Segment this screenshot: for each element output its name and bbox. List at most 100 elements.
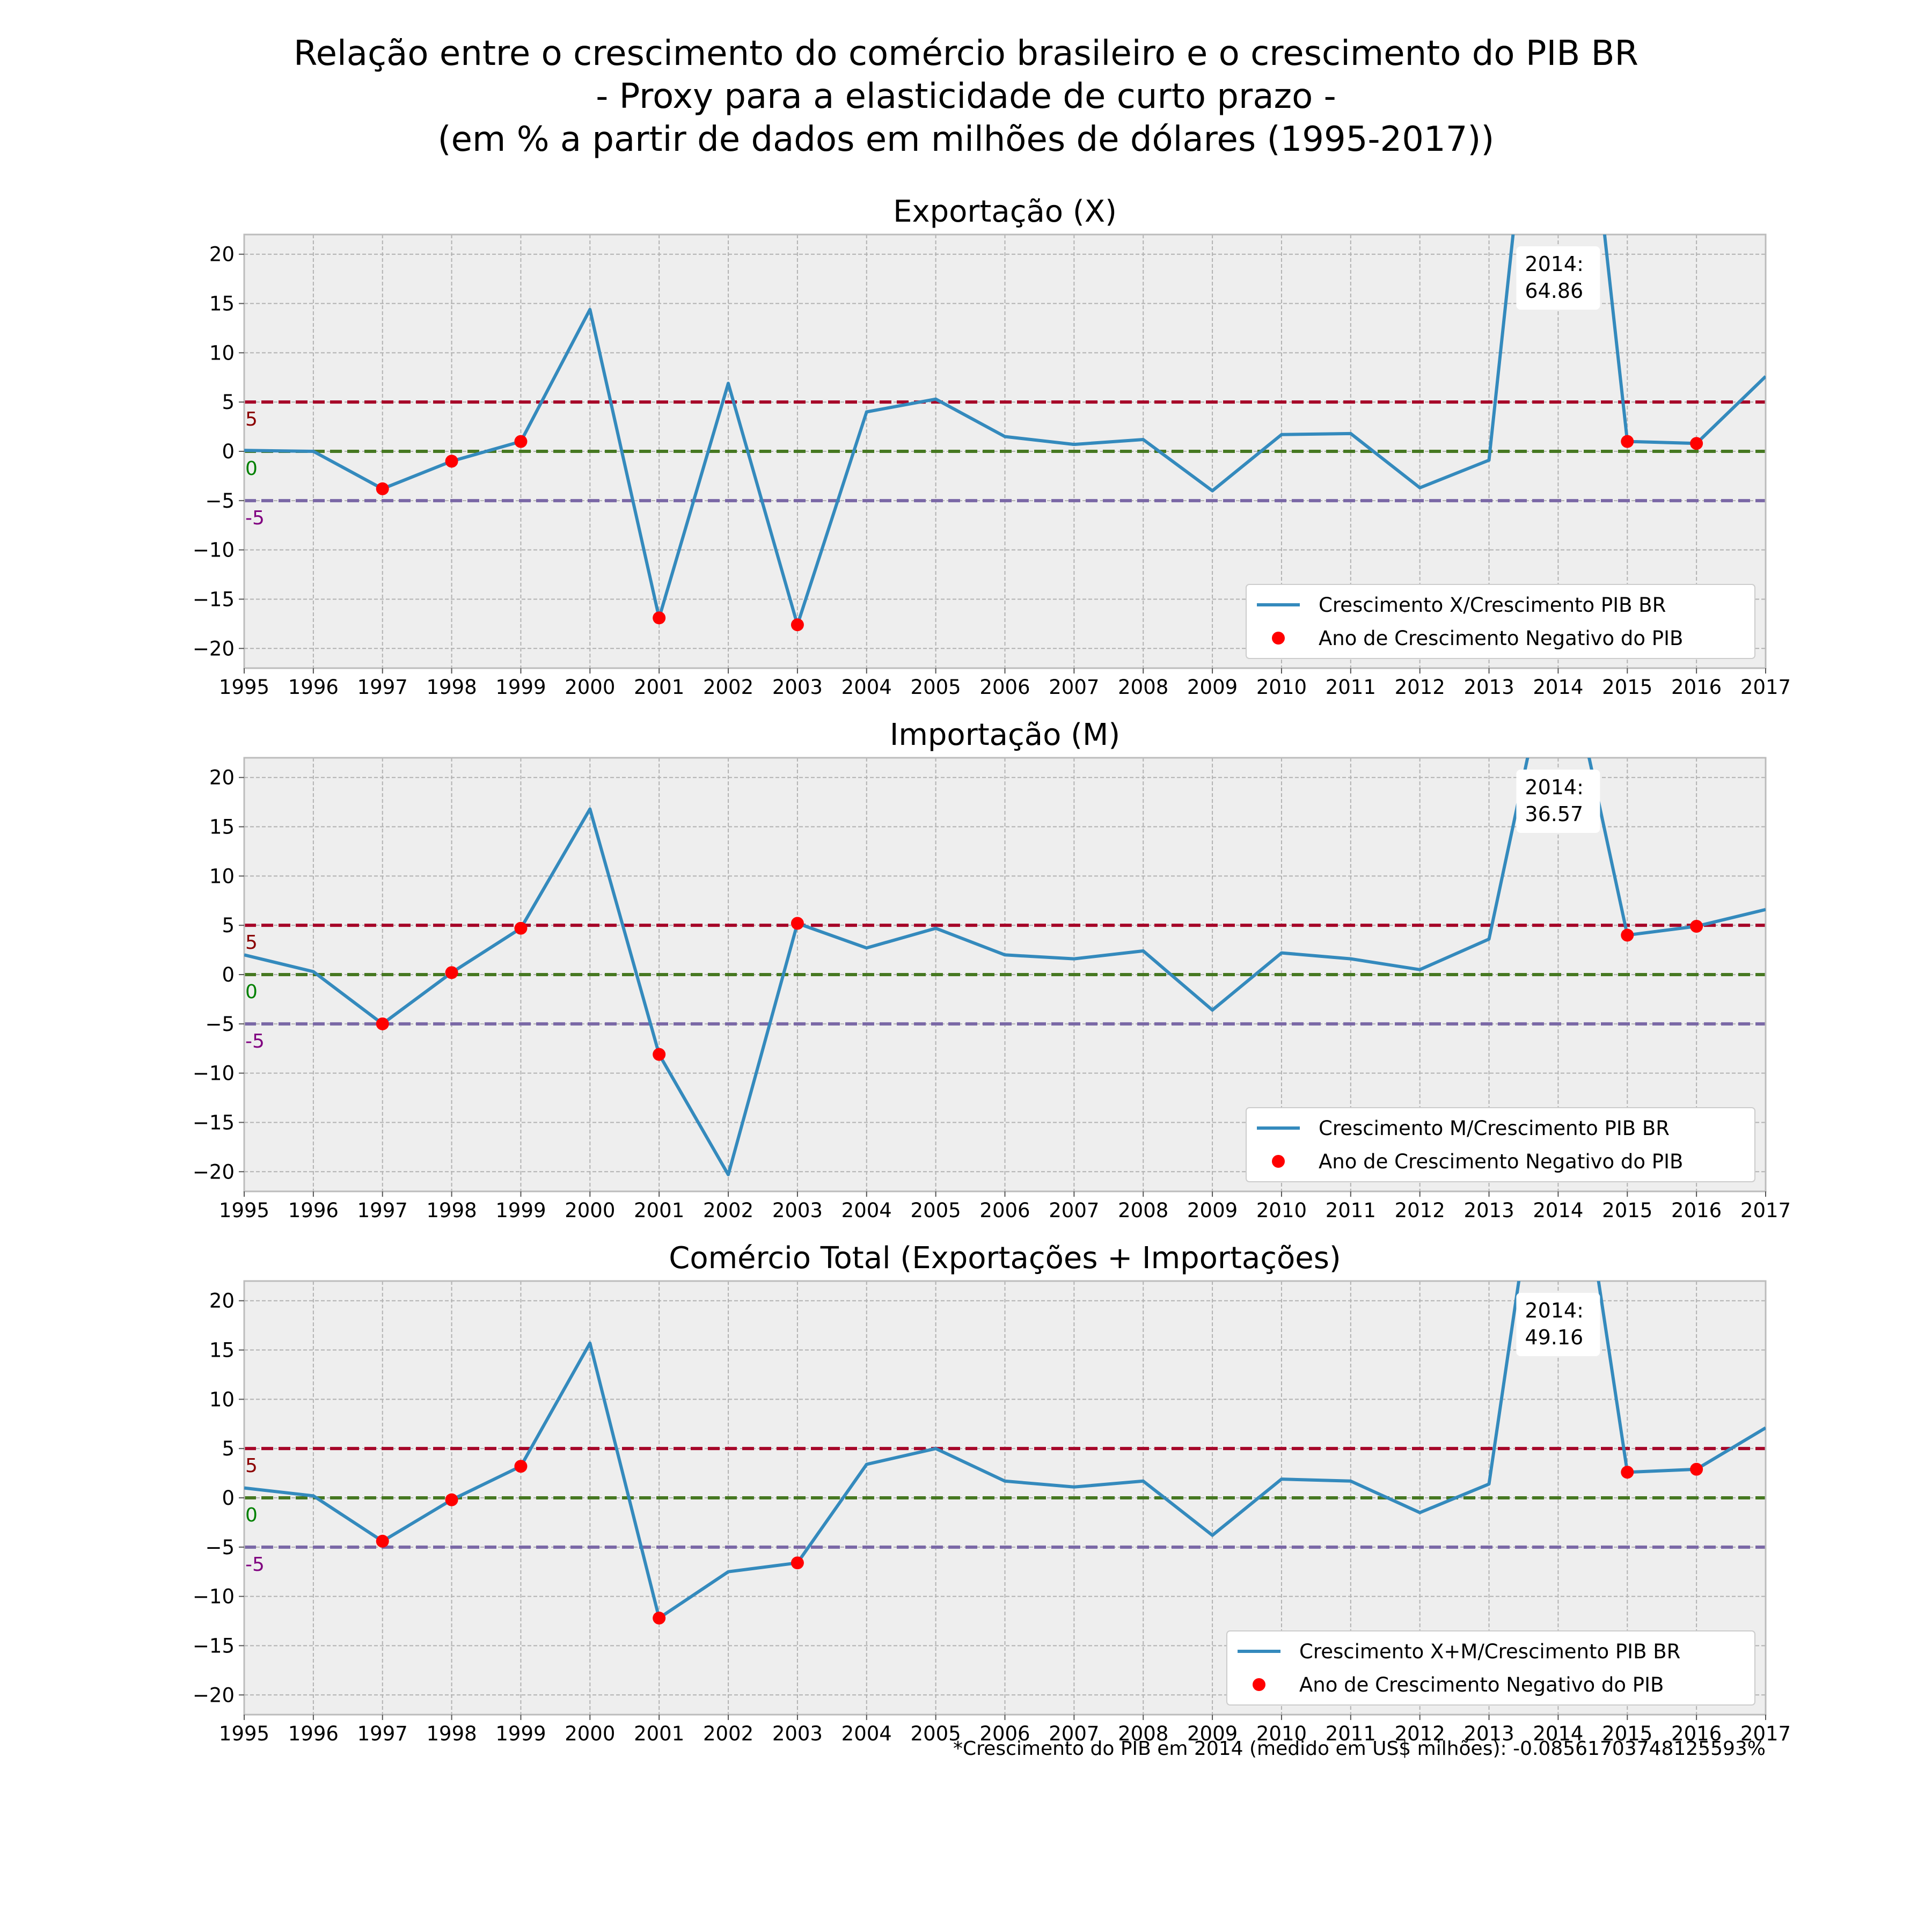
reference-line-label: -5 xyxy=(245,507,265,529)
x-tick-label: 2016 xyxy=(1671,676,1722,699)
y-tick-label: −5 xyxy=(205,1536,235,1559)
x-tick-label: 2013 xyxy=(1463,1199,1514,1222)
x-tick-label: 2005 xyxy=(911,1199,961,1222)
legend-box xyxy=(1226,1630,1755,1706)
negative-gdp-point xyxy=(791,618,804,632)
x-tick-label: 2011 xyxy=(1326,676,1376,699)
x-tick-label: 1996 xyxy=(288,1722,339,1745)
legend-point-swatch xyxy=(1253,1678,1265,1691)
y-tick-label: −10 xyxy=(193,1062,235,1085)
legend-point-swatch xyxy=(1272,1155,1285,1168)
y-tick-label: −20 xyxy=(193,1160,235,1183)
x-tick-label: 2003 xyxy=(772,676,823,699)
x-tick-label: 2009 xyxy=(1187,676,1238,699)
x-tick-label: 1998 xyxy=(427,1722,477,1745)
legend-label: Ano de Crescimento Negativo do PIB xyxy=(1319,627,1683,650)
x-tick-label: 2004 xyxy=(841,676,892,699)
reference-line-label: 0 xyxy=(245,981,258,1003)
footnote: *Crescimento do PIB em 2014 (medido em U… xyxy=(953,1738,1766,1760)
x-tick-label: 2011 xyxy=(1326,1199,1376,1222)
figure-title-line: - Proxy para a elasticidade de curto pra… xyxy=(596,77,1336,116)
annotation-text: 2014: xyxy=(1525,252,1584,276)
x-tick-label: 2009 xyxy=(1187,1199,1238,1222)
figure-title: Relação entre o crescimento do comércio … xyxy=(0,32,1932,161)
negative-gdp-point xyxy=(1621,1466,1634,1479)
x-tick-label: 2013 xyxy=(1463,1722,1514,1745)
legend-label: Crescimento M/Crescimento PIB BR xyxy=(1319,1117,1670,1140)
negative-gdp-point xyxy=(1690,437,1703,450)
x-tick-label: 2001 xyxy=(634,1199,684,1222)
reference-line-label: 5 xyxy=(245,1455,258,1477)
negative-gdp-point xyxy=(1690,1462,1703,1476)
x-tick-label: 2008 xyxy=(1118,1722,1168,1745)
legend-label: Ano de Crescimento Negativo do PIB xyxy=(1299,1673,1664,1696)
y-tick-label: 20 xyxy=(209,1290,235,1313)
x-tick-label: 2007 xyxy=(1049,1722,1099,1745)
x-tick-label: 2007 xyxy=(1049,1199,1099,1222)
negative-gdp-point xyxy=(791,917,804,930)
legend: Crescimento X/Crescimento PIB BR Ano de C… xyxy=(1246,584,1755,659)
legend-label: Crescimento X+M/Crescimento PIB BR xyxy=(1299,1640,1680,1663)
negative-gdp-point xyxy=(653,1612,666,1625)
reference-line-label: 5 xyxy=(245,408,258,430)
reference-line-label: 0 xyxy=(245,458,258,480)
x-tick-label: 2008 xyxy=(1118,676,1168,699)
x-tick-label: 2007 xyxy=(1049,676,1099,699)
x-tick-label: 2015 xyxy=(1602,1722,1652,1745)
reference-line-label: 5 xyxy=(245,932,258,954)
x-tick-label: 2017 xyxy=(1740,1722,1791,1745)
y-tick-label: 15 xyxy=(209,292,235,316)
y-tick-label: 5 xyxy=(222,914,235,937)
chart-title: Importação (M) xyxy=(890,718,1120,752)
peak-annotation: 2014: 49.16 xyxy=(1516,1293,1600,1356)
x-tick-label: 2001 xyxy=(634,1722,684,1745)
y-tick-label: 0 xyxy=(222,440,235,463)
chart-title: Exportação (X) xyxy=(893,194,1117,229)
x-tick-label: 1997 xyxy=(357,1199,408,1222)
negative-gdp-point xyxy=(376,482,389,495)
x-tick-label: 2014 xyxy=(1533,676,1583,699)
x-tick-label: 2015 xyxy=(1602,676,1652,699)
y-tick-label: −15 xyxy=(193,1634,235,1657)
x-tick-label: 2010 xyxy=(1256,1199,1307,1222)
x-tick-label: 2004 xyxy=(841,1722,892,1745)
y-tick-label: −10 xyxy=(193,539,235,562)
x-tick-label: 2009 xyxy=(1187,1722,1238,1745)
y-tick-label: 0 xyxy=(222,1487,235,1510)
y-tick-label: −5 xyxy=(205,489,235,513)
annotation-text: 2014: xyxy=(1525,775,1584,799)
x-tick-label: 2012 xyxy=(1395,1722,1445,1745)
y-tick-label: 10 xyxy=(209,341,235,364)
x-tick-label: 2004 xyxy=(841,1199,892,1222)
legend-label: Ano de Crescimento Negativo do PIB xyxy=(1319,1150,1683,1173)
annotation-text: 36.57 xyxy=(1525,802,1583,826)
annotation-box xyxy=(1516,770,1600,833)
x-tick-label: 2003 xyxy=(772,1722,823,1745)
reference-line-label: -5 xyxy=(245,1554,265,1576)
y-tick-label: 15 xyxy=(209,1339,235,1362)
negative-gdp-point xyxy=(791,1556,804,1570)
y-tick-label: 10 xyxy=(209,865,235,888)
x-tick-label: 1996 xyxy=(288,1199,339,1222)
x-tick-label: 2000 xyxy=(565,676,615,699)
y-tick-label: −10 xyxy=(193,1585,235,1608)
x-tick-label: 2008 xyxy=(1118,1199,1168,1222)
x-tick-label: 2017 xyxy=(1740,1199,1791,1222)
y-tick-label: −15 xyxy=(193,588,235,611)
x-tick-label: 1998 xyxy=(427,676,477,699)
negative-gdp-point xyxy=(653,611,666,625)
negative-gdp-point xyxy=(653,1048,666,1061)
annotation-text: 2014: xyxy=(1525,1299,1584,1322)
negative-gdp-point xyxy=(376,1017,389,1030)
y-tick-label: −20 xyxy=(193,637,235,660)
series-line xyxy=(244,235,1766,627)
x-tick-label: 2016 xyxy=(1671,1199,1722,1222)
negative-gdp-point xyxy=(514,1460,528,1473)
negative-gdp-point xyxy=(445,455,458,468)
annotation-box xyxy=(1516,246,1600,310)
legend: Crescimento M/Crescimento PIB BR Ano de C… xyxy=(1246,1107,1755,1182)
peak-annotation: 2014: 64.86 xyxy=(1516,246,1600,310)
y-tick-label: −5 xyxy=(205,1013,235,1036)
x-tick-label: 2010 xyxy=(1256,1722,1307,1745)
